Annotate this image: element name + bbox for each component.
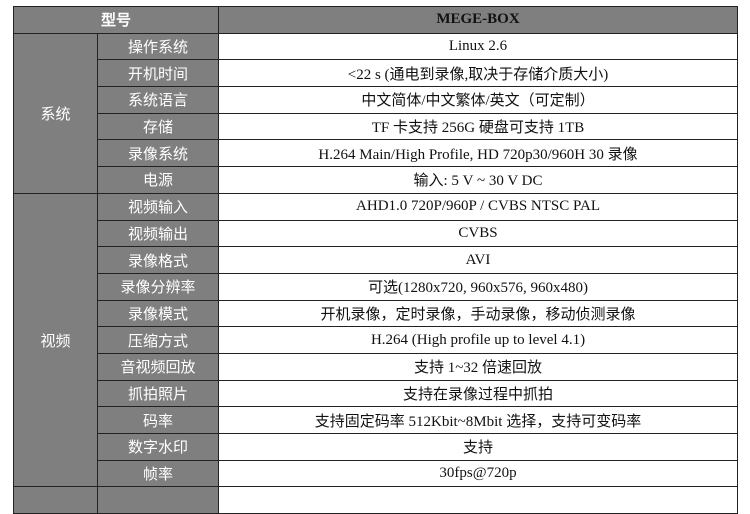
spec-value: 支持在录像过程中抓拍 xyxy=(218,379,738,408)
spec-value: 开机录像，定时录像，手动录像，移动侦测录像 xyxy=(218,299,738,328)
table-row: 录像分辨率 可选(1280x720, 960x576, 960x480) xyxy=(14,272,738,301)
spec-value: 中文简体/中文繁体/英文（可定制） xyxy=(218,86,738,114)
header-row: 型号 MEGE-BOX xyxy=(12,6,738,34)
spec-name: 帧率 xyxy=(96,459,220,488)
spec-value: CVBS xyxy=(218,219,738,248)
spec-value: 支持 1~32 倍速回放 xyxy=(218,352,738,381)
spec-table: 型号 MEGE-BOX 系统 操作系统 Linux 2.6 开机时间 <22 s (通电… xyxy=(12,6,738,514)
table-row: 录像格式 AVI xyxy=(14,246,738,274)
spec-value: TF 卡支持 256G 硬盘可支持 1TB xyxy=(218,112,738,141)
table-row: 压缩方式 H.264 (High profile up to level 4.1) xyxy=(14,326,738,354)
spec-name: 电源 xyxy=(96,166,220,194)
table-row xyxy=(13,486,738,514)
spec-name: 存储 xyxy=(96,112,220,141)
group-label: 系统 xyxy=(13,32,98,194)
table-row: 数字水印 支持 xyxy=(14,433,738,461)
spec-value: AHD1.0 720P/960P / CVBS NTSC PAL xyxy=(218,192,738,221)
table-row: 录像系统 H.264 Main/High Profile, HD 720p30/9… xyxy=(14,139,738,168)
table-row: 抓拍照片 支持在录像过程中抓拍 xyxy=(14,379,738,408)
spec-value: H.264 (High profile up to level 4.1) xyxy=(218,326,738,354)
spec-value: Linux 2.6 xyxy=(218,32,738,61)
table-row: 系统 操作系统 Linux 2.6 xyxy=(13,32,738,194)
spec-name: 开机时间 xyxy=(96,59,220,88)
spec-value xyxy=(218,486,738,514)
spec-value: <22 s (通电到录像,取决于存储介质大小) xyxy=(218,59,738,88)
table-row: 视频 视频输入 AHD1.0 720P/960P / CVBS NTSC PAL xyxy=(13,192,738,488)
header-label: 型号 xyxy=(12,6,220,34)
spec-name: 录像系统 xyxy=(96,139,220,168)
table-row: 录像模式 开机录像，定时录像，手动录像，移动侦测录像 xyxy=(14,299,738,328)
spec-name: 视频输出 xyxy=(96,219,220,248)
spec-name: 抓拍照片 xyxy=(96,379,220,408)
spec-name: 数字水印 xyxy=(96,433,220,461)
table-row: 开机时间 <22 s (通电到录像,取决于存储介质大小) xyxy=(14,59,738,88)
group-label xyxy=(13,486,98,514)
spec-name: 操作系统 xyxy=(96,32,220,61)
table-row: 音视频回放 支持 1~32 倍速回放 xyxy=(14,352,738,381)
table-row: 视频输出 CVBS xyxy=(14,219,738,248)
spec-value: 支持 xyxy=(218,433,738,461)
spec-name xyxy=(96,486,220,514)
spec-name: 音视频回放 xyxy=(96,352,220,381)
table-row: 帧率 30fps@720p xyxy=(14,459,738,488)
spec-name: 码率 xyxy=(96,406,220,434)
table-row: 存储 TF 卡支持 256G 硬盘可支持 1TB xyxy=(14,112,738,141)
spec-name: 录像模式 xyxy=(96,299,220,328)
table-row: 电源 输入: 5 V ~ 30 V DC xyxy=(14,166,738,194)
table-row: 码率 支持固定码率 512Kbit~8Mbit 选择，支持可变码率 xyxy=(14,406,738,434)
spec-name: 录像分辨率 xyxy=(96,272,220,301)
group-label: 视频 xyxy=(13,192,98,488)
spec-name: 录像格式 xyxy=(96,246,220,274)
spec-value: 支持固定码率 512Kbit~8Mbit 选择，支持可变码率 xyxy=(218,406,738,434)
spec-name: 视频输入 xyxy=(96,192,220,221)
spec-value: H.264 Main/High Profile, HD 720p30/960H … xyxy=(218,139,738,168)
spec-value: 可选(1280x720, 960x576, 960x480) xyxy=(218,272,738,301)
table-row: 系统语言 中文简体/中文繁体/英文（可定制） xyxy=(14,86,738,114)
spec-name: 压缩方式 xyxy=(96,326,220,354)
spec-value: 30fps@720p xyxy=(218,459,738,488)
spec-value: AVI xyxy=(218,246,738,274)
header-model: MEGE-BOX xyxy=(218,6,738,34)
spec-value: 输入: 5 V ~ 30 V DC xyxy=(218,166,738,194)
spec-name: 系统语言 xyxy=(96,86,220,114)
